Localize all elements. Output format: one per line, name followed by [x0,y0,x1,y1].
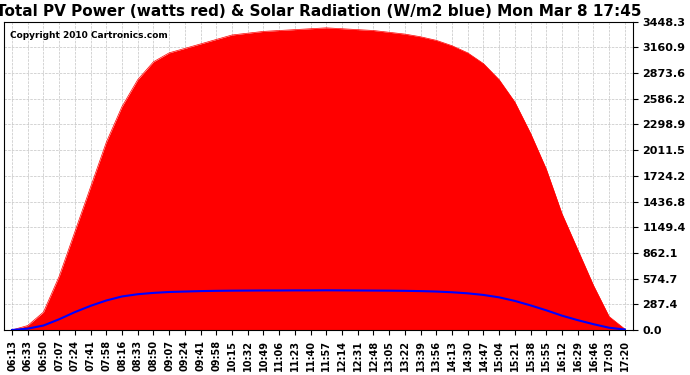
Title: Total PV Power (watts red) & Solar Radiation (W/m2 blue) Mon Mar 8 17:45: Total PV Power (watts red) & Solar Radia… [0,4,641,19]
Text: Copyright 2010 Cartronics.com: Copyright 2010 Cartronics.com [10,31,168,40]
